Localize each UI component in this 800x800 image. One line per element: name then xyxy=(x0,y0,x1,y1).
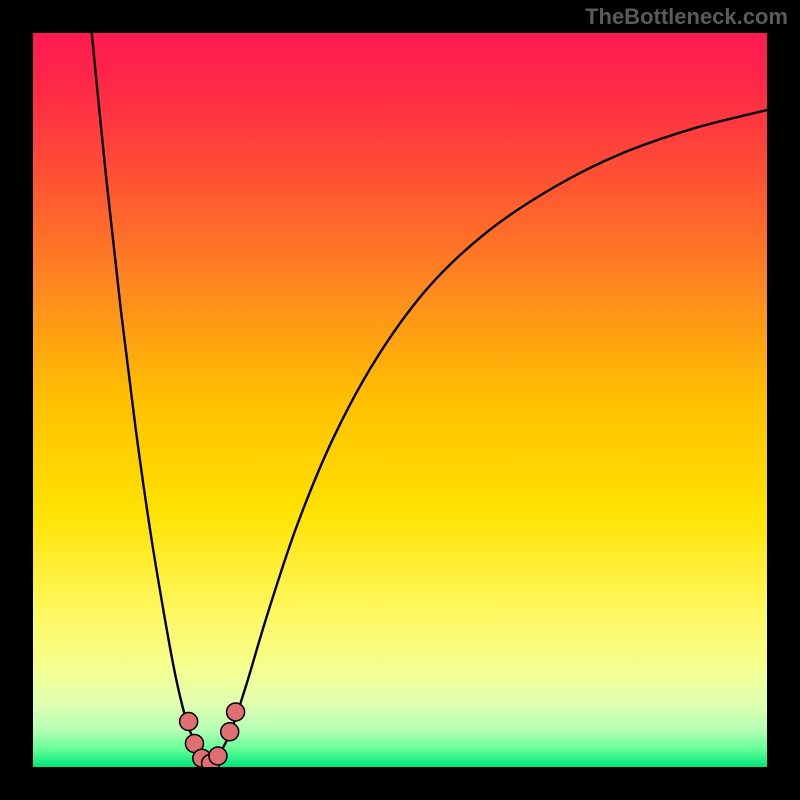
plot-background xyxy=(33,33,767,767)
sample-marker xyxy=(209,747,227,765)
sample-marker xyxy=(221,723,239,741)
bottleneck-curve-chart xyxy=(33,33,767,767)
plot-area xyxy=(33,33,767,767)
chart-stage: TheBottleneck.com xyxy=(0,0,800,800)
sample-marker xyxy=(180,712,198,730)
watermark-text: TheBottleneck.com xyxy=(585,4,788,30)
sample-marker xyxy=(227,703,245,721)
